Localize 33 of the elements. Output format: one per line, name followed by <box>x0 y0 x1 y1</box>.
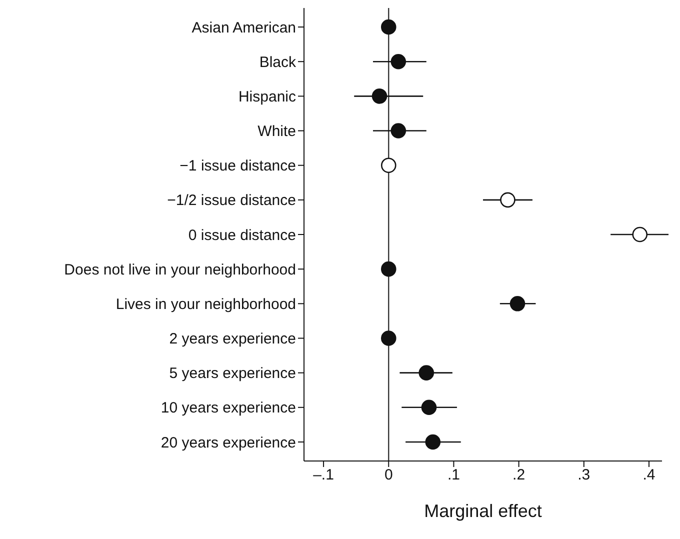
point <box>380 158 396 173</box>
y-tick-label: −1 issue distance <box>180 158 296 175</box>
y-tick-label: White <box>258 123 296 140</box>
point <box>380 330 396 346</box>
point <box>380 19 396 35</box>
point <box>421 400 437 416</box>
point <box>500 192 516 208</box>
x-tick-label: .1 <box>447 466 460 484</box>
point <box>632 226 648 242</box>
point <box>380 261 396 277</box>
y-tick-label: Does not live in your neighborhood <box>64 261 296 278</box>
y-tick-label: 5 years experience <box>169 365 296 382</box>
x-tick-label: –.1 <box>313 466 334 484</box>
x-axis-title: Marginal effect <box>424 501 542 521</box>
y-tick-label: 20 years experience <box>160 434 296 452</box>
y-tick-label: Asian American <box>192 19 296 36</box>
y-tick-label: 2 years experience <box>169 330 296 348</box>
x-tick-label: .3 <box>578 466 590 484</box>
y-tick-label: Lives in your neighborhood <box>116 296 296 313</box>
point <box>425 434 441 450</box>
point <box>510 296 526 312</box>
y-tick-label: Black <box>259 54 296 71</box>
point <box>390 54 406 70</box>
x-tick-label: .4 <box>642 466 656 484</box>
y-tick-label: −1/2 issue distance <box>167 192 296 210</box>
y-tick-label: 10 years experience <box>160 400 296 417</box>
y-tick-label: Hispanic <box>238 88 296 106</box>
point <box>372 88 388 104</box>
x-tick-label: .2 <box>512 466 526 484</box>
point <box>390 123 406 138</box>
y-tick-label: 0 issue distance <box>188 226 296 244</box>
point <box>418 365 434 380</box>
x-tick-label: 0 <box>384 466 393 484</box>
